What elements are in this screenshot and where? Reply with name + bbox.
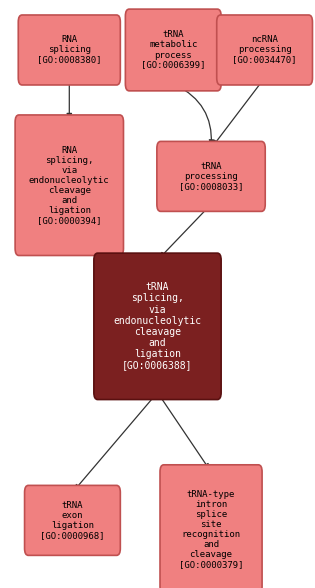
Text: tRNA
metabolic
process
[GO:0006399]: tRNA metabolic process [GO:0006399] [141,31,205,69]
FancyBboxPatch shape [217,15,312,85]
FancyBboxPatch shape [157,142,265,212]
Text: RNA
splicing,
via
endonucleolytic
cleavage
and
ligation
[GO:0000394]: RNA splicing, via endonucleolytic cleava… [29,146,110,225]
Text: tRNA
exon
ligation
[GO:0000968]: tRNA exon ligation [GO:0000968] [40,501,105,540]
Text: ncRNA
processing
[GO:0034470]: ncRNA processing [GO:0034470] [232,35,297,65]
FancyBboxPatch shape [160,465,262,588]
FancyBboxPatch shape [25,486,120,555]
FancyBboxPatch shape [94,253,221,400]
Text: tRNA-type
intron
splice
site
recognition
and
cleavage
[GO:0000379]: tRNA-type intron splice site recognition… [179,490,243,569]
Text: RNA
splicing
[GO:0008380]: RNA splicing [GO:0008380] [37,35,101,65]
FancyBboxPatch shape [18,15,120,85]
Text: tRNA
splicing,
via
endonucleolytic
cleavage
and
ligation
[GO:0006388]: tRNA splicing, via endonucleolytic cleav… [113,282,202,370]
FancyBboxPatch shape [15,115,123,255]
Text: tRNA
processing
[GO:0008033]: tRNA processing [GO:0008033] [179,162,243,191]
FancyBboxPatch shape [125,9,221,91]
